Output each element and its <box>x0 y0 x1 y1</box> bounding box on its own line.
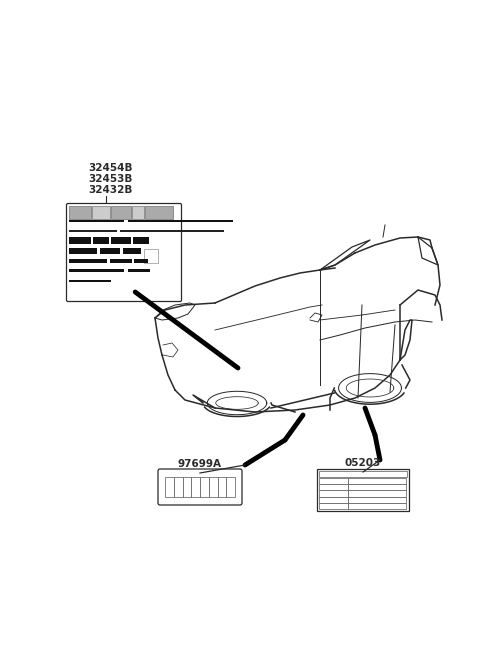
Bar <box>145 206 173 219</box>
Bar <box>100 248 120 254</box>
Bar <box>319 503 348 509</box>
Bar <box>209 477 217 497</box>
Bar <box>69 269 124 272</box>
Bar <box>191 477 200 497</box>
Text: 05203: 05203 <box>345 458 381 468</box>
Bar <box>120 230 224 232</box>
Bar <box>348 503 406 509</box>
Bar <box>69 230 117 232</box>
Bar <box>69 248 97 254</box>
Bar <box>319 496 348 503</box>
Bar <box>69 206 91 219</box>
Bar <box>319 484 348 491</box>
Bar <box>217 477 226 497</box>
Bar <box>348 496 406 503</box>
Bar <box>132 206 144 219</box>
Bar <box>174 477 182 497</box>
Bar <box>319 491 348 496</box>
Bar <box>110 259 132 263</box>
Text: 32453B: 32453B <box>88 174 132 184</box>
Bar <box>319 471 407 477</box>
Bar <box>319 478 348 484</box>
Bar <box>93 237 109 244</box>
Text: 97699A: 97699A <box>178 459 222 469</box>
Bar <box>348 491 406 496</box>
Bar <box>348 478 406 484</box>
FancyBboxPatch shape <box>317 469 409 511</box>
Bar <box>111 237 131 244</box>
Bar <box>69 280 111 282</box>
Bar <box>144 249 158 263</box>
Bar <box>182 477 191 497</box>
Bar <box>165 477 174 497</box>
Bar <box>133 237 149 244</box>
Bar <box>69 237 91 244</box>
FancyBboxPatch shape <box>67 204 181 301</box>
Bar <box>128 269 150 272</box>
Text: 32432B: 32432B <box>88 185 132 195</box>
Bar <box>69 219 124 222</box>
Bar <box>123 248 141 254</box>
Bar <box>69 259 107 263</box>
Text: 32454B: 32454B <box>88 163 132 173</box>
FancyBboxPatch shape <box>158 469 242 505</box>
Bar <box>92 206 110 219</box>
Bar <box>200 477 209 497</box>
Bar <box>226 477 235 497</box>
Bar <box>128 219 233 222</box>
Bar <box>134 259 148 263</box>
Bar <box>348 484 406 491</box>
Bar <box>111 206 131 219</box>
